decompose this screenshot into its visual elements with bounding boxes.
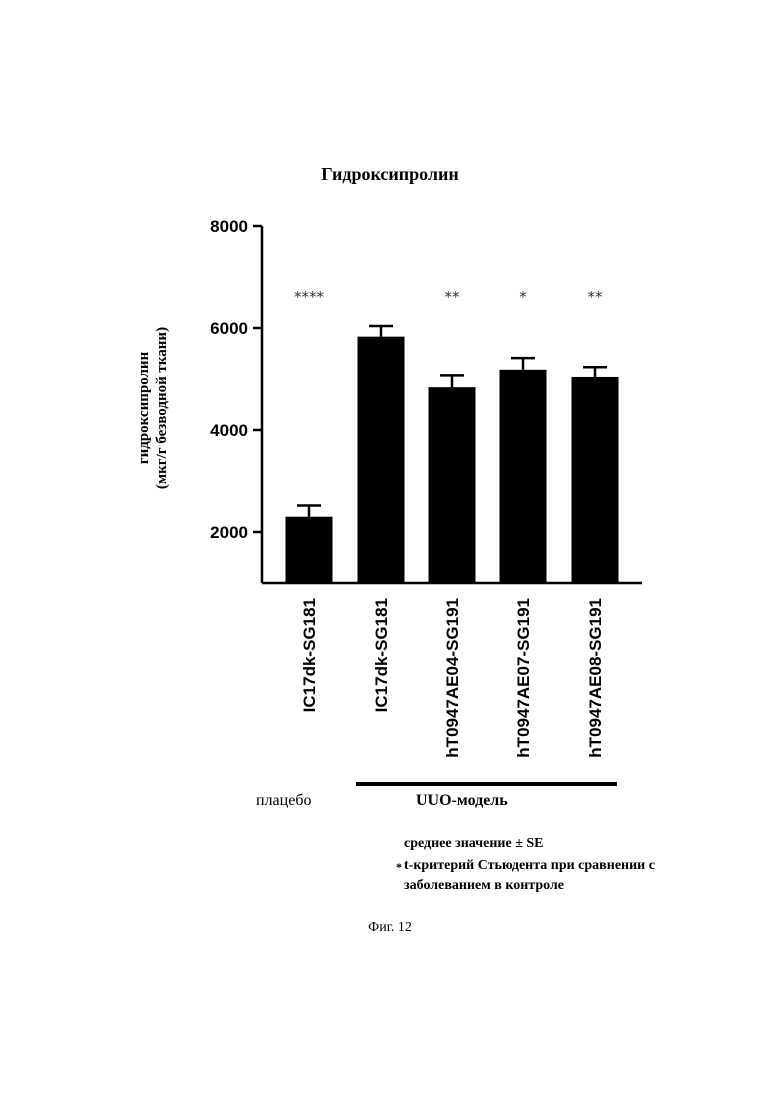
y-tick-label: 6000 [210,319,248,338]
placebo-group-label: плацебо [256,792,311,810]
bar [429,387,476,583]
y-tick-label: 4000 [210,421,248,440]
significance-label: ** [445,288,461,306]
bar [286,517,333,583]
x-category-label: hT0947AE08-SG191 [586,598,605,758]
legend-mean-se: среднее значение ± SE [404,836,544,852]
x-category-label: IC17dk-SG181 [372,598,391,712]
x-category-label: hT0947AE04-SG191 [443,598,462,758]
significance-label: ** [588,288,604,306]
significance-label: **** [294,288,325,306]
x-category-label: hT0947AE07-SG191 [514,598,533,758]
figure-caption: Фиг. 12 [0,920,780,936]
x-category-label: IC17dk-SG181 [300,598,319,712]
bar [572,377,619,583]
bar [358,337,405,583]
y-axis-label: (мкг/г безводной ткани) [154,327,170,489]
y-axis-label: гидроксипролин [136,351,152,464]
legend-ttest-line1: t-критерий Стьюдента при сравнении с [404,858,655,874]
y-tick-label: 8000 [210,217,248,236]
legend-ttest-line2: заболеванием в контроле [404,878,564,894]
significance-label: * [519,288,527,306]
bar [500,370,547,583]
legend-marker: * [396,860,402,875]
uuo-model-group-label: UUO-модель [416,792,508,810]
y-tick-label: 2000 [210,523,248,542]
